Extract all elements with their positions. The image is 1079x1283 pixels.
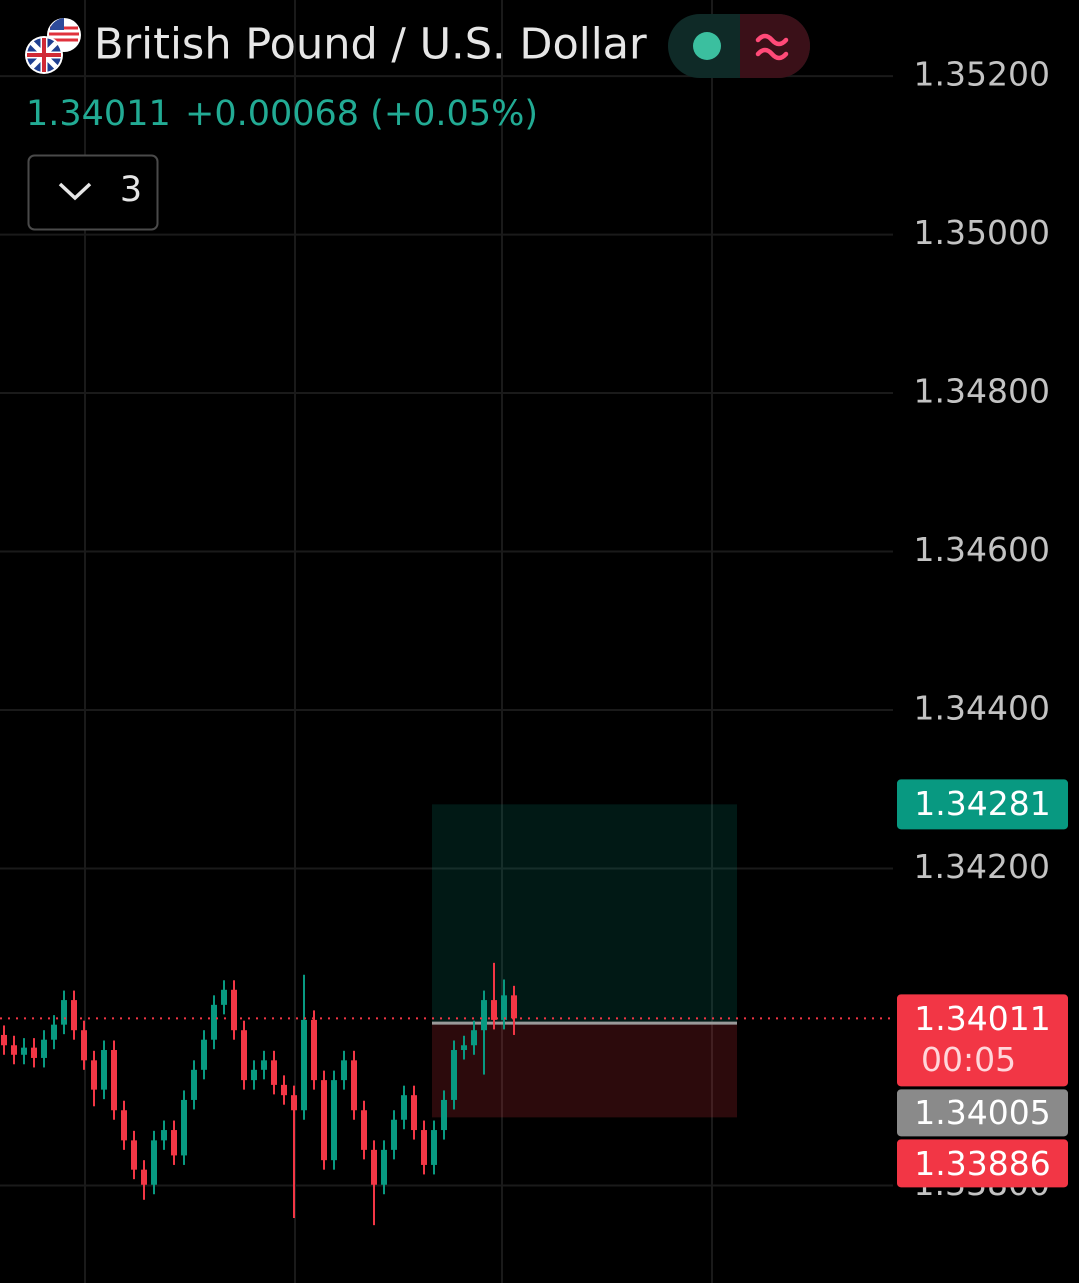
candle-body [261, 1060, 267, 1070]
candle-body [151, 1140, 157, 1185]
indicators-toggle[interactable]: 3 [27, 154, 159, 231]
price-tag [897, 994, 1068, 1087]
candle-body [111, 1050, 117, 1111]
price-tag-label: 1.34005 [914, 1093, 1050, 1132]
price-tag [897, 1139, 1068, 1188]
candle-body [121, 1110, 127, 1141]
last-price: 1.34011 [26, 94, 171, 134]
candle-body [341, 1060, 347, 1081]
candle-body [401, 1095, 407, 1120]
price-axis: 1.35200 1.35000 1.34800 1.34600 1.34400 1.342… [914, 55, 1050, 1203]
candle-body [281, 1084, 287, 1096]
indicators-button[interactable] [27, 154, 159, 231]
candle-body [211, 1004, 217, 1040]
candle-body [81, 1030, 87, 1061]
status-toggle[interactable] [668, 14, 810, 78]
candle-body [251, 1069, 257, 1081]
symbol-icon [25, 18, 81, 74]
indicator-count: 3 [120, 170, 142, 210]
candle-body [481, 1000, 487, 1031]
price-tag [897, 779, 1068, 830]
uk-cross [27, 38, 61, 72]
candle-body [451, 1050, 457, 1100]
candle-body [501, 995, 507, 1020]
candle-body [131, 1140, 137, 1170]
candle-body [441, 1099, 447, 1131]
candle-body [491, 1000, 497, 1020]
candle-body [71, 1000, 77, 1031]
candle-body [361, 1110, 367, 1150]
candle-body [201, 1039, 207, 1070]
candle-body [381, 1149, 387, 1185]
price-tag-label: 1.34011 [914, 999, 1050, 1038]
y-tick-label: 1.34400 [914, 689, 1050, 728]
candle-body [411, 1095, 417, 1131]
candle-body [101, 1050, 107, 1090]
profit-zone [432, 804, 737, 1024]
candle-body [271, 1060, 277, 1085]
symbol-title: British Pound / U.S. Dollar [94, 20, 647, 70]
candle-body [301, 1019, 307, 1111]
countdown: 00:05 [921, 1040, 1016, 1079]
header: British Pound / U.S. Dollar 1.34011 +0.0… [25, 14, 810, 231]
candle-body [1, 1034, 7, 1046]
y-tick-label: 1.34800 [914, 372, 1050, 411]
candle-body [171, 1130, 177, 1156]
candle-body [191, 1069, 197, 1100]
candle-body [61, 1000, 67, 1025]
us-canton [50, 18, 64, 30]
candle-body [241, 1030, 247, 1081]
price-tag [897, 1089, 1068, 1137]
candle-body [291, 1095, 297, 1111]
chevron [58, 182, 92, 201]
price-change: +0.00068 (+0.05%) [185, 94, 538, 134]
candle-body [311, 1019, 317, 1081]
candle-body [431, 1130, 437, 1165]
candle-body [511, 995, 517, 1019]
candle-body [221, 989, 227, 1005]
y-tick-label: 1.35200 [914, 55, 1050, 94]
candle-body [141, 1169, 147, 1185]
candle-body [41, 1039, 47, 1058]
candle-body [51, 1024, 57, 1040]
loss-zone [432, 1023, 737, 1118]
candle-body [91, 1060, 97, 1090]
candle-body [161, 1130, 167, 1141]
candle-body [471, 1030, 477, 1046]
y-tick-label: 1.34600 [914, 530, 1050, 569]
market-open-dot [693, 32, 721, 60]
candle-body [351, 1060, 357, 1111]
candle-body [461, 1045, 467, 1051]
price-tag-label: 1.34281 [914, 784, 1050, 823]
delayed-icon [755, 33, 789, 61]
candle-body [421, 1130, 427, 1165]
candle-body [391, 1119, 397, 1150]
y-tick-label: 1.35000 [914, 213, 1050, 252]
candle-body [21, 1047, 27, 1055]
candle-body [11, 1045, 17, 1055]
plot-area [0, 75, 893, 1226]
candle-body [31, 1047, 37, 1058]
candle-body [371, 1149, 377, 1185]
y-tick-label: 1.34200 [914, 847, 1050, 886]
price-tag-label: 1.33886 [914, 1144, 1050, 1183]
candle-body [231, 989, 237, 1031]
candle-body [321, 1080, 327, 1161]
candle-body [181, 1099, 187, 1156]
toggle-right [740, 14, 810, 78]
candle-body [331, 1080, 337, 1161]
